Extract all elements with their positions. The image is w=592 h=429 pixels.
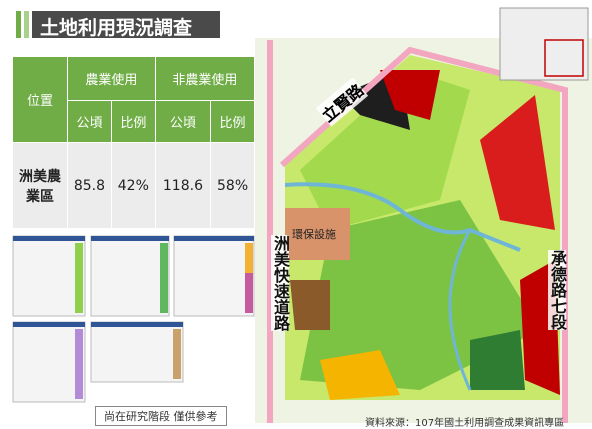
source: 資料來源：107年國土利用調查成果資訊專區 [365,414,564,429]
road-label: 洲美快速道路 [271,235,289,331]
map [255,8,592,423]
note: 尚在研究階段 僅供參考 [95,406,227,426]
inset-map [500,8,588,80]
legend-table [91,236,169,316]
legend-and-map [0,0,592,429]
slide: {"title":"土地利用現況調查", "table":{"header":[… [0,0,592,429]
legend-table [91,322,183,382]
legend-table [13,322,85,402]
legend-table [174,236,254,316]
road-label: 承德路七段 [548,250,566,330]
legend-table [13,236,85,316]
legend-tables [13,236,254,402]
facility-label: 環保設施 [292,226,336,242]
